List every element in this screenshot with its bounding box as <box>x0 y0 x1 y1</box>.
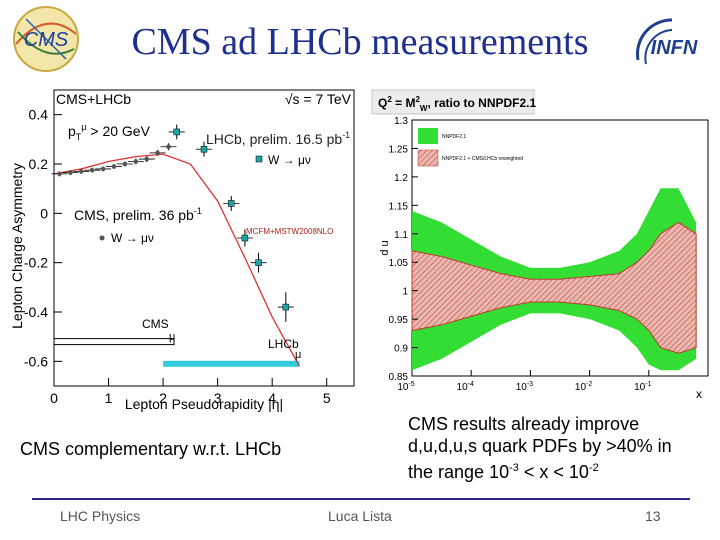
cms-logo: CMS <box>13 6 79 72</box>
header-left: CMS+LHCb <box>56 91 131 107</box>
data-points <box>51 124 294 322</box>
lhcb-data-point <box>255 259 262 266</box>
y-tick-label: -0.6 <box>24 353 48 369</box>
lhcb-data-point <box>228 200 235 207</box>
acceptance-lhcb-bar <box>163 360 300 367</box>
right-caption-line-1: CMS results already improve <box>408 414 640 434</box>
lhcb-data-point <box>282 303 290 311</box>
acceptance-cms-label: CMS <box>142 317 169 331</box>
theory-curve <box>53 153 301 367</box>
cms-data-point <box>133 159 139 164</box>
lhcb-label: LHCb, prelim. 16.5 pb-1 <box>206 130 350 147</box>
footer-page-number: 13 <box>645 508 661 524</box>
right-title-box <box>371 89 535 115</box>
y-tick-label: 0 <box>40 205 48 221</box>
right-x-axis-label: x <box>696 387 702 401</box>
right-caption-line-3: the range 10-3 < x < 10-2 <box>408 462 599 482</box>
left-plot-ticks: 0 1 2 3 4 5 0.4 0.2 0 -0.2 -0.4 -0.6 <box>24 107 331 406</box>
cms-legend-marker <box>99 235 105 241</box>
right-y-axis-label: d u <box>379 240 391 255</box>
acceptance-lhcb-label: LHCb <box>268 337 299 351</box>
y-tick-label: 0.2 <box>29 156 49 172</box>
x-tick-label: 5 <box>323 390 331 406</box>
cms-data-point <box>155 150 160 156</box>
right-x-tick-label: 10-1 <box>634 381 651 393</box>
cms-data-point <box>78 169 84 174</box>
footer-left: LHC Physics <box>60 508 141 524</box>
right-y-tick-label: 1.1 <box>394 230 408 241</box>
cms-data-point <box>100 166 106 172</box>
right-y-tick-label: 0.85 <box>389 372 409 383</box>
legend-reweighted-swatch <box>417 149 439 167</box>
x-tick-label: 2 <box>159 390 167 406</box>
right-caption: CMS results already improve d,u,d,u,s qu… <box>408 413 718 483</box>
right-y-tick-label: 1.15 <box>389 201 409 212</box>
legend-nnpdf-swatch <box>418 128 438 144</box>
x-axis-label: Lepton Pseudorapidity |η| <box>125 396 283 412</box>
slide-title: CMS ad LHCb measurements <box>131 21 589 63</box>
legend-nnpdf-label: NNPDF2.1 <box>442 134 466 140</box>
cms-data-point <box>122 161 128 167</box>
right-y-tick-label: 1.2 <box>394 173 408 184</box>
right-x-tick-label: 10-3 <box>516 381 533 393</box>
x-tick-label: 3 <box>214 390 222 406</box>
lhcb-data-point <box>173 128 180 136</box>
right-x-tick-label: 10-5 <box>397 381 414 393</box>
right-y-tick-label: 1.3 <box>394 116 408 127</box>
cms-data-point <box>57 171 62 177</box>
cms-logo-text: CMS <box>24 29 69 51</box>
right-chart-title: Q2 = M2W, ratio to NNPDF2.1 <box>378 95 536 113</box>
acceptance-cms-symbol: μ <box>169 331 175 343</box>
cms-data-point <box>68 170 73 175</box>
x-tick-label: 0 <box>50 390 58 406</box>
cms-data-point <box>166 144 171 150</box>
cms-data-point <box>144 156 150 162</box>
reweighted-band <box>411 221 697 354</box>
right-y-tick-label: 0.95 <box>389 315 409 326</box>
cms-data-point <box>89 167 95 173</box>
pt-cut-label: pTμ > 20 GeV <box>68 122 151 142</box>
footer-rule <box>32 498 690 500</box>
right-y-tick-label: 1 <box>402 287 408 298</box>
right-caption-line-2: d,u,d,u,s quark PDFs by >40% in <box>408 436 672 456</box>
lhcb-data-point <box>200 145 208 153</box>
legend-reweighted-label: NNPDF2.1 + CMS/LHCb reweighted <box>442 156 523 162</box>
right-x-tick-label: 10-4 <box>457 381 474 393</box>
acceptance-cms-bar <box>53 338 175 346</box>
cms-channel: W → μν <box>111 231 154 245</box>
cms-label: CMS, prelim. 36 pb-1 <box>74 206 202 223</box>
right-y-tick-label: 1.25 <box>389 144 409 155</box>
y-tick-label: 0.4 <box>29 107 49 123</box>
pdf-ratio-chart: Q2 = M2W, ratio to NNPDF2.1 1.31.251.21.… <box>371 89 709 401</box>
acceptance-bars <box>53 338 300 367</box>
y-axis-label: Lepton Charge Asymmetry <box>9 163 25 329</box>
footer-center: Luca Lista <box>328 508 392 524</box>
right-x-tick-label: 10-2 <box>575 381 592 393</box>
x-tick-label: 1 <box>105 390 113 406</box>
right-y-tick-label: 1.05 <box>389 258 409 269</box>
infn-logo: INFN <box>635 18 698 65</box>
x-tick-label: 4 <box>268 390 276 406</box>
infn-logo-text: INFN <box>651 37 698 59</box>
left-caption: CMS complementary w.r.t. LHCb <box>20 439 282 459</box>
lhcb-channel: W → μν <box>268 153 311 167</box>
y-tick-label: -0.2 <box>24 255 48 271</box>
theory-label: MCFM+MSTW2008NLO <box>246 227 333 236</box>
cms-data-point <box>111 164 117 169</box>
lhcb-data-point <box>241 234 249 242</box>
y-tick-label: -0.4 <box>24 304 48 320</box>
right-y-tick-label: 0.9 <box>394 344 408 355</box>
header-right: √s = 7 TeV <box>285 91 352 107</box>
lhcb-legend-marker <box>255 155 263 163</box>
charge-asymmetry-chart: 0 1 2 3 4 5 0.4 0.2 0 -0.2 -0.4 -0.6 CMS+LHCb √s = … <box>9 89 355 412</box>
acceptance-lhcb-symbol: μ <box>295 349 301 361</box>
